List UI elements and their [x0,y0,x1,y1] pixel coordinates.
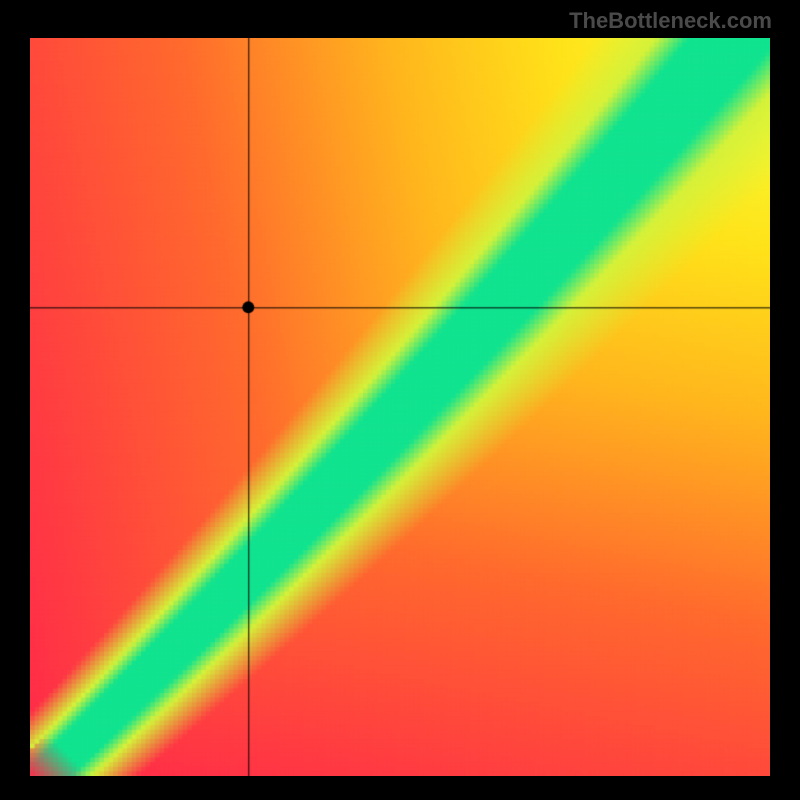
bottleneck-heatmap [30,38,770,776]
watermark-text: TheBottleneck.com [569,8,772,34]
